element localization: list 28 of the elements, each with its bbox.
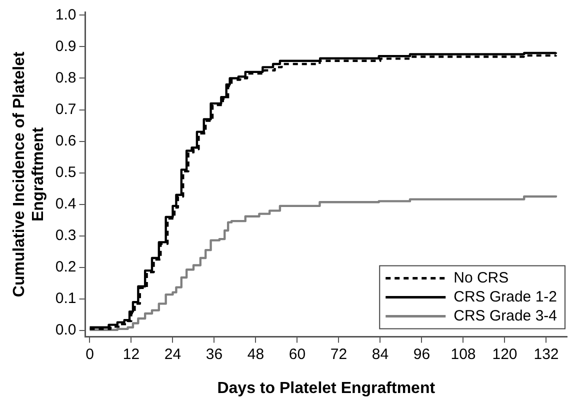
legend-label: CRS Grade 1-2 bbox=[454, 288, 557, 306]
y-tick-label: 0.3 bbox=[55, 227, 76, 244]
y-tick-label: 0.6 bbox=[55, 132, 76, 150]
y-tick-label: 0.9 bbox=[55, 38, 76, 55]
x-tick-label: 132 bbox=[534, 346, 559, 363]
y-tick-label: 0.2 bbox=[55, 258, 76, 276]
legend-label: CRS Grade 3-4 bbox=[454, 307, 557, 324]
x-tick-label: 12 bbox=[122, 346, 140, 363]
x-tick-label: 72 bbox=[330, 346, 348, 363]
x-tick-label: 96 bbox=[413, 346, 430, 363]
y-tick-label: 1.0 bbox=[55, 6, 76, 24]
y-tick-label: 0.8 bbox=[55, 69, 76, 86]
y-tick-label: 0.1 bbox=[55, 290, 76, 308]
x-tick-label: 120 bbox=[492, 346, 518, 363]
y-tick-label: 0.4 bbox=[55, 196, 76, 212]
x-tick-label: 36 bbox=[206, 346, 223, 363]
x-tick-label: 60 bbox=[288, 346, 306, 363]
y-tick-label: 0.7 bbox=[55, 100, 76, 118]
x-tick-label: 108 bbox=[450, 346, 476, 363]
y-tick-label: 0.5 bbox=[55, 164, 76, 181]
x-tick-label: 0 bbox=[86, 346, 94, 363]
y-axis-title: Cumulative Incidence of Platelet Engraftment bbox=[11, 51, 48, 298]
x-tick-label: 84 bbox=[372, 346, 389, 363]
x-tick-label: 24 bbox=[164, 346, 182, 363]
legend-label: No CRS bbox=[454, 269, 509, 286]
x-axis-title: Days to Platelet Engraftment bbox=[217, 380, 436, 397]
y-tick-label: 0.0 bbox=[55, 322, 76, 339]
x-tick-label: 48 bbox=[247, 346, 264, 363]
